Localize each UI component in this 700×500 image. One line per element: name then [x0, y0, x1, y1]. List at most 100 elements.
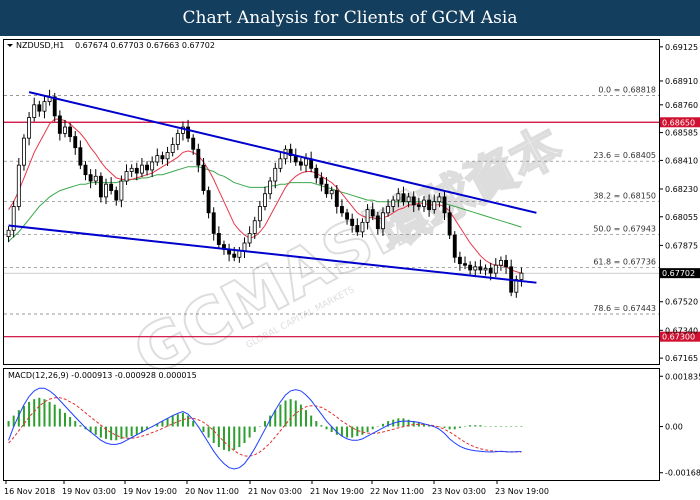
candle-body [129, 167, 134, 172]
price-tick-label: 0.68585 [665, 129, 698, 138]
candle-body [27, 117, 32, 139]
candle [360, 218, 365, 238]
candle [345, 208, 349, 225]
macd-histogram-bar [412, 421, 415, 427]
macd-histogram-bar [387, 421, 390, 427]
macd-histogram-bar [264, 421, 266, 427]
candle-body [442, 196, 447, 214]
macd-histogram-bar [53, 404, 56, 427]
macd-histogram-bar [279, 404, 282, 427]
candle-body [519, 272, 524, 280]
candle-body [391, 199, 396, 207]
candle [27, 111, 32, 146]
candle [88, 169, 93, 189]
candle [416, 197, 421, 211]
macd-histogram-bar [438, 426, 441, 428]
candle-body [304, 158, 308, 166]
candle-body [278, 158, 283, 169]
candle-body [498, 260, 503, 266]
macd-histogram-bar [258, 426, 261, 428]
candle-body [155, 155, 160, 163]
candle [191, 134, 196, 155]
macd-histogram-bar [443, 426, 446, 428]
macd-histogram-bar [22, 406, 25, 427]
candle-body [334, 190, 339, 207]
ohlc-readout: 0.67674 0.67703 0.67663 0.67702 [75, 41, 215, 50]
candle [186, 119, 191, 143]
candle-body [206, 190, 211, 214]
price-tick-label: 0.68760 [665, 101, 698, 110]
candle [437, 192, 442, 208]
macd-histogram-bar [366, 426, 369, 433]
candle-body [22, 137, 26, 166]
macd-histogram-bar [161, 421, 164, 427]
candle-body [11, 206, 16, 231]
candle [422, 196, 426, 213]
candle [160, 151, 165, 165]
macd-histogram-bar [69, 416, 72, 427]
macd-histogram-bar [305, 410, 308, 427]
candle-body [237, 250, 242, 258]
candle-body [324, 183, 329, 195]
candle-body [478, 266, 483, 271]
candle [196, 143, 201, 173]
candle [83, 161, 88, 181]
candle-body [339, 206, 344, 214]
candle-body [401, 193, 406, 203]
candle-body [93, 175, 98, 182]
macd-histogram-bar [402, 418, 405, 427]
symbol-dropdown-icon[interactable] [7, 44, 13, 47]
macd-histogram-bar [233, 426, 236, 450]
candle [457, 251, 462, 271]
candle-body [473, 266, 478, 271]
candle-body [78, 147, 83, 166]
macd-histogram-bar [202, 426, 205, 433]
candle [468, 261, 473, 276]
candle [504, 254, 508, 274]
macd-histogram-bar [346, 426, 349, 438]
candle [350, 213, 355, 233]
candle-body [314, 167, 319, 179]
macd-histogram-bar [38, 397, 41, 427]
candle-body [504, 260, 508, 268]
candle-body [457, 256, 462, 265]
macd-histogram-bar [243, 426, 246, 443]
price-tick-label: 0.68910 [665, 77, 698, 86]
macd-histogram-bar [397, 418, 400, 427]
macd-histogram-bar [207, 426, 210, 438]
candle [273, 162, 278, 189]
candle-body [242, 242, 247, 252]
macd-histogram-bar [381, 423, 384, 427]
candle [155, 148, 160, 166]
candle [247, 226, 252, 247]
candle-body [175, 132, 180, 145]
symbol-label: NZDUSD,H1 [16, 41, 64, 50]
candle-body [463, 263, 467, 266]
candle-body [170, 144, 175, 153]
macd-histogram-bar [115, 426, 118, 441]
candle-body [83, 164, 88, 176]
macd-histogram-bar [351, 426, 354, 438]
macd-histogram-bar [166, 418, 169, 427]
trading-chart[interactable]: GCMASIA 環球資本 GLOBAL CAPITAL MARKETS 0.0 … [0, 36, 700, 500]
macd-histogram-bar [222, 426, 225, 450]
candle [381, 207, 385, 236]
time-tick-label: 23 Nov 19:00 [495, 487, 549, 496]
candle-body [406, 196, 411, 203]
candle-body [386, 206, 391, 214]
price-tick-label: 0.68230 [665, 185, 698, 194]
macd-histogram-bar [284, 400, 287, 427]
candle [463, 256, 467, 270]
macd-histogram-bar [315, 421, 318, 427]
candle [406, 192, 411, 208]
candle [68, 123, 73, 143]
candle [11, 200, 16, 238]
macd-histogram-bar [125, 426, 128, 438]
fib-level-label: 23.6 = 0.68405 [593, 151, 656, 160]
sr-price-tag-label: 0.67300 [662, 333, 695, 342]
macd-histogram-bar [376, 426, 379, 428]
time-tick-label: 21 Nov 19:00 [310, 487, 364, 496]
macd-histogram-bar [428, 425, 431, 427]
channel-lower-line [8, 224, 537, 284]
macd-histogram-bar [17, 410, 20, 427]
